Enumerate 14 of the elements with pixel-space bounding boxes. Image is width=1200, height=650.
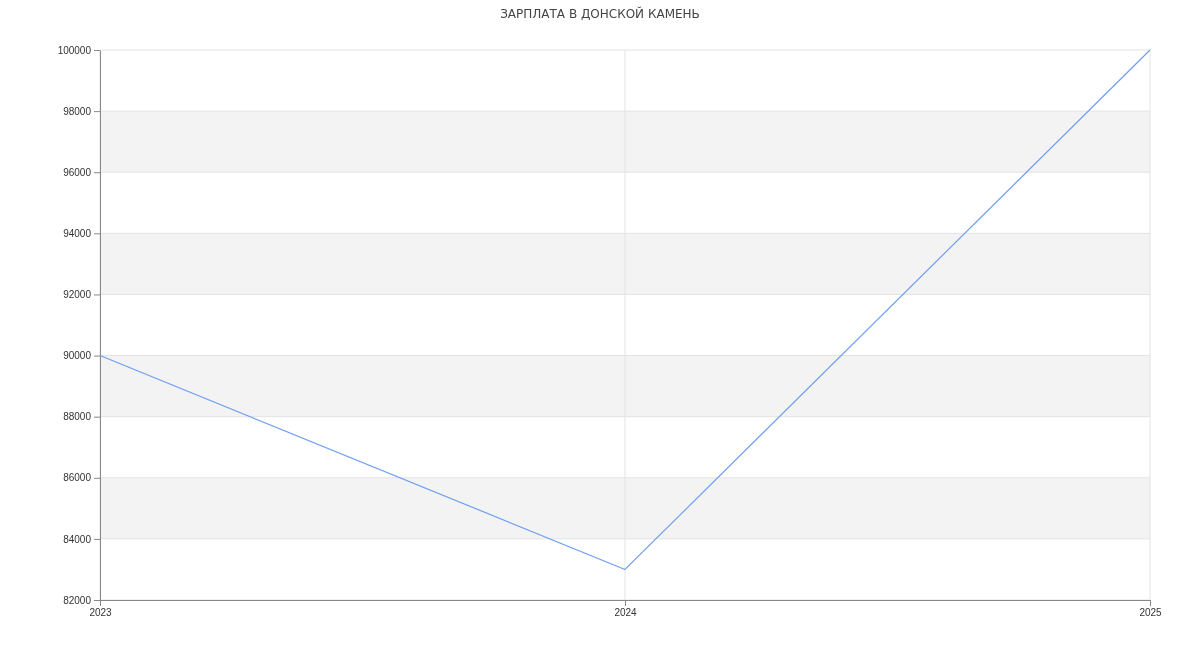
y-tick-label: 96000	[63, 166, 92, 178]
x-tick-label: 2024	[614, 607, 638, 619]
y-tick-label: 88000	[63, 411, 92, 423]
chart-title: ЗАРПЛАТА В ДОНСКОЙ КАМЕНЬ	[500, 6, 700, 21]
y-tick-label: 100000	[57, 44, 92, 56]
y-tick-label: 86000	[63, 472, 92, 484]
y-tick-label: 90000	[63, 350, 92, 362]
y-tick-label: 98000	[63, 105, 92, 117]
y-tick-label: 92000	[63, 289, 92, 301]
x-tick-label: 2023	[89, 607, 113, 619]
x-tick-label: 2025	[1139, 607, 1163, 619]
y-tick-label: 94000	[63, 228, 92, 240]
y-tick-label: 84000	[63, 533, 92, 545]
y-tick-label: 82000	[63, 594, 92, 606]
